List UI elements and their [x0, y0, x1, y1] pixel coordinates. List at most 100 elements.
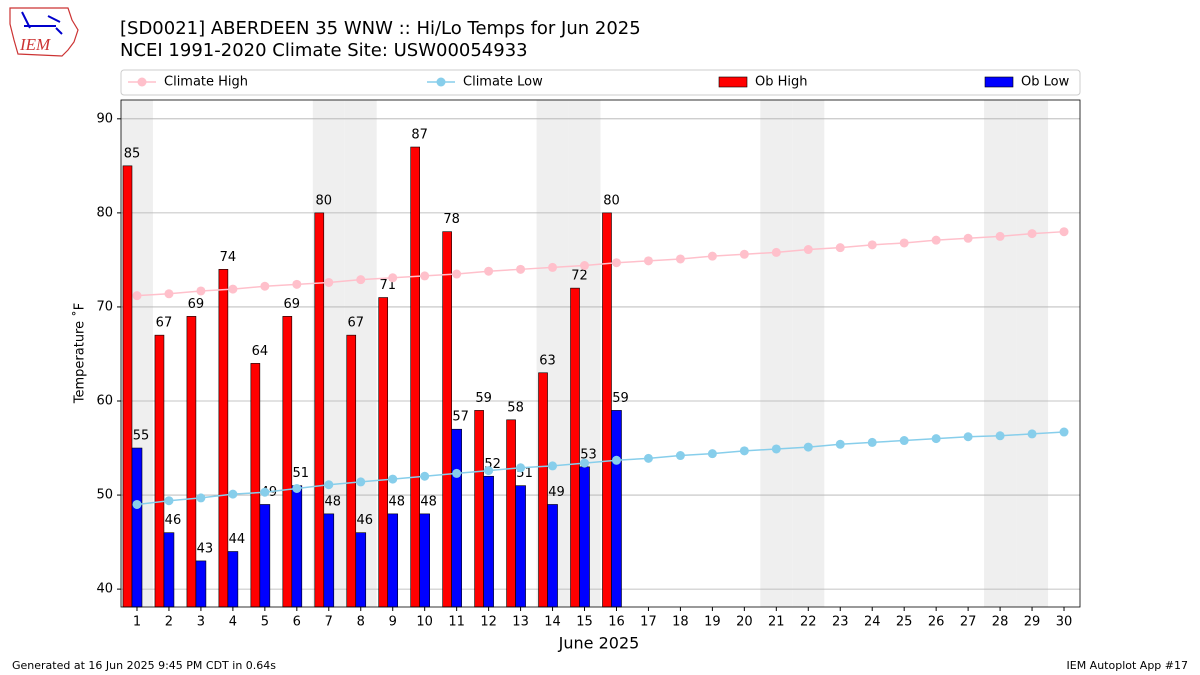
- climate-point: [899, 436, 909, 446]
- x-tick-label: 23: [832, 615, 849, 630]
- logo-outline: [9, 7, 79, 57]
- climate-point: [835, 439, 845, 449]
- bar-value-label: 67: [347, 316, 364, 331]
- climate-point: [420, 471, 430, 481]
- climate-point: [580, 261, 590, 271]
- bar: [483, 475, 494, 608]
- bar: [547, 504, 558, 608]
- x-tick-label: 17: [640, 615, 657, 630]
- bar-value-label: 55: [133, 429, 150, 444]
- x-tick-label: 7: [325, 615, 333, 630]
- climate-point: [1027, 429, 1037, 439]
- bar: [250, 363, 261, 608]
- bar: [611, 410, 622, 608]
- logo-icons: [21, 11, 63, 35]
- y-tick-label: 70: [96, 299, 113, 314]
- bar-value-label: 48: [388, 494, 405, 509]
- climate-point: [356, 275, 366, 285]
- climate-point: [899, 238, 909, 248]
- climate-point: [260, 281, 270, 291]
- footer-left: Generated at 16 Jun 2025 9:45 PM CDT in …: [12, 659, 276, 672]
- x-tick-label: 24: [864, 615, 881, 630]
- bar: [314, 212, 325, 608]
- climate-point: [516, 264, 526, 274]
- bar: [323, 513, 335, 608]
- climate-point: [196, 286, 206, 296]
- climate-point: [292, 483, 302, 493]
- bar-value-label: 43: [197, 541, 214, 556]
- bar-value-label: 49: [548, 485, 565, 500]
- bar: [538, 372, 548, 608]
- climate-point: [675, 254, 685, 264]
- climate-point: [707, 251, 717, 261]
- plot-frame: [120, 99, 1081, 608]
- y-tick-label: 60: [96, 394, 113, 409]
- x-tick-label: 8: [357, 615, 365, 630]
- climate-point: [516, 463, 526, 473]
- climate-point: [1027, 229, 1037, 239]
- bar: [186, 316, 197, 608]
- bar: [259, 504, 271, 608]
- climate-point: [196, 493, 206, 503]
- bar: [131, 447, 143, 608]
- climate-point: [995, 231, 1005, 241]
- x-tick-label: 19: [704, 615, 721, 630]
- climate-point: [643, 256, 653, 266]
- climate-point: [931, 235, 941, 245]
- x-tick-label: 26: [928, 615, 945, 630]
- x-tick-label: 16: [608, 615, 625, 630]
- bar-value-label: 57: [452, 410, 469, 425]
- x-tick-label: 6: [293, 615, 301, 630]
- bar-value-label: 64: [252, 344, 269, 359]
- bar: [506, 419, 516, 608]
- bar-value-label: 80: [603, 193, 620, 208]
- climate-point: [963, 233, 973, 243]
- x-tick-label: 14: [544, 615, 561, 630]
- x-tick-label: 11: [448, 615, 465, 630]
- bar-value-label: 48: [325, 494, 342, 509]
- legend-label: Climate High: [164, 75, 248, 90]
- bar: [570, 287, 580, 608]
- bar: [410, 146, 420, 608]
- bar-value-label: 63: [539, 353, 556, 368]
- x-tick-label: 20: [736, 615, 753, 630]
- chart-subtitle: NCEI 1991-2020 Climate Site: USW00054933: [120, 40, 528, 61]
- bar-value-label: 85: [124, 146, 141, 161]
- bar: [154, 334, 165, 608]
- climate-line: [136, 230, 1065, 297]
- bar: [602, 212, 612, 608]
- x-tick-label: 10: [416, 615, 433, 630]
- bar-value-label: 44: [229, 532, 246, 547]
- x-tick-label: 28: [992, 615, 1009, 630]
- climate-point: [452, 468, 462, 478]
- bar: [282, 316, 293, 608]
- climate-point: [931, 434, 941, 444]
- climate-point: [803, 442, 813, 452]
- climate-point: [324, 277, 334, 287]
- bar: [291, 485, 303, 608]
- y-tick-label: 90: [96, 111, 113, 126]
- x-tick-label: 13: [512, 615, 529, 630]
- climate-point: [835, 243, 845, 253]
- bar-value-label: 69: [188, 297, 205, 312]
- bar-value-label: 78: [443, 212, 460, 227]
- bar: [355, 532, 367, 608]
- y-tick-label: 50: [96, 488, 113, 503]
- legend-marker: [137, 77, 147, 87]
- climate-point: [132, 499, 142, 509]
- climate-point: [995, 431, 1005, 441]
- y-tick-label: 80: [96, 205, 113, 220]
- climate-point: [739, 249, 749, 259]
- climate-point: [771, 444, 781, 454]
- bar-value-label: 58: [507, 400, 524, 415]
- bar: [378, 297, 389, 608]
- climate-point: [707, 449, 717, 459]
- bar: [387, 513, 399, 608]
- bar-value-label: 69: [284, 297, 301, 312]
- y-axis-label: Temperature ˚F: [72, 303, 88, 404]
- bar: [122, 165, 133, 608]
- bar: [579, 466, 590, 608]
- bar-value-label: 48: [420, 494, 437, 509]
- bar: [346, 334, 357, 608]
